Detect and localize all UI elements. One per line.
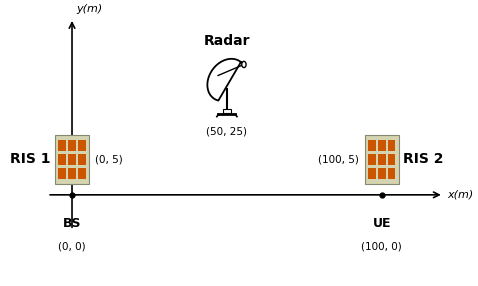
Text: x(m): x(m) [447,190,473,200]
Bar [55,135,89,184]
Bar [68,140,76,151]
Bar [368,154,376,165]
Text: RIS 1: RIS 1 [10,152,50,166]
Polygon shape [207,59,241,101]
Bar [388,140,395,151]
Bar [78,168,86,179]
Bar [388,154,395,165]
Text: UE: UE [372,217,391,230]
Bar [58,140,66,151]
Bar [78,154,86,165]
Circle shape [242,61,246,67]
Bar [368,140,376,151]
Text: y(m): y(m) [76,4,103,14]
Bar [365,135,399,184]
Bar [388,168,395,179]
Text: Radar: Radar [204,33,250,47]
Text: (0, 5): (0, 5) [95,154,123,164]
Bar [223,109,231,113]
Bar [378,140,386,151]
Bar [58,168,66,179]
Bar [378,154,386,165]
Bar [68,154,76,165]
Text: RIS 2: RIS 2 [403,152,444,166]
Bar [378,168,386,179]
Text: (0, 0): (0, 0) [58,241,86,251]
Text: BS: BS [63,217,81,230]
Text: (100, 5): (100, 5) [318,154,358,164]
Bar [68,168,76,179]
Bar [368,168,376,179]
Bar [78,140,86,151]
Text: (50, 25): (50, 25) [206,126,248,136]
Text: (100, 0): (100, 0) [361,241,402,251]
Bar [58,154,66,165]
